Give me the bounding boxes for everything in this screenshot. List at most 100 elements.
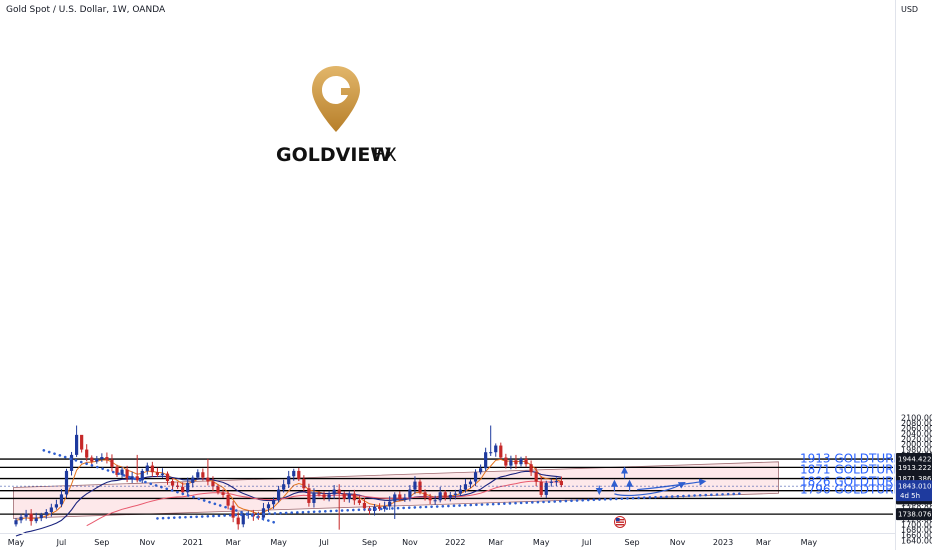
time-tick-3: Nov — [139, 538, 155, 547]
last-price-text: 1843.010 — [898, 483, 931, 491]
candle-body-100 — [519, 458, 523, 465]
candle-body-22 — [125, 469, 129, 479]
candle-body-81 — [423, 492, 427, 498]
candle-body-102 — [529, 464, 533, 473]
candle-body-45 — [241, 514, 245, 525]
candle-body-107 — [554, 481, 558, 483]
price-tick-17: 1980.000 — [901, 446, 932, 455]
candle-body-57 — [302, 478, 306, 489]
candle-body-34 — [186, 482, 190, 493]
candle-body-4 — [34, 518, 38, 522]
candle-body-98 — [509, 460, 513, 466]
candle-body-55 — [292, 470, 296, 477]
candle-body-73 — [383, 506, 387, 509]
candle-body-77 — [403, 497, 407, 499]
brand-suffix: FX — [373, 144, 397, 166]
candle-body-97 — [504, 457, 508, 466]
candle-body-28 — [155, 472, 159, 475]
candle-body-10 — [64, 470, 69, 495]
candle-body-59 — [312, 493, 316, 503]
location-pin-icon — [312, 66, 360, 132]
goldturn-label-3: 1826 GOLDTURN — [800, 475, 902, 489]
candle-body-54 — [287, 476, 291, 485]
candle-body-43 — [231, 505, 235, 518]
time-tick-10: 2022 — [445, 538, 465, 547]
candle-body-62 — [327, 494, 331, 498]
candle-body-86 — [448, 494, 452, 498]
candle-body-14 — [85, 449, 89, 458]
candle-body-17 — [100, 457, 104, 459]
candle-body-90 — [468, 481, 473, 485]
candle-body-60 — [317, 493, 321, 495]
candle-body-24 — [135, 476, 139, 481]
goldview-logo: GOLDVIEW FX — [276, 66, 397, 166]
candle-body-6 — [44, 512, 48, 515]
candle-body-42 — [226, 494, 230, 506]
candle-body-37 — [201, 472, 205, 478]
price-tick-3: 1700.000 — [901, 520, 932, 529]
candle-body-75 — [393, 494, 397, 502]
time-tick-13: Jul — [581, 538, 592, 547]
time-tick-1: Jul — [56, 538, 67, 547]
candle-body-26 — [145, 465, 149, 471]
us-flag-event-icon[interactable] — [614, 516, 626, 528]
candle-body-80 — [418, 481, 422, 493]
candle-body-23 — [130, 476, 134, 479]
candle-body-39 — [211, 481, 215, 487]
candle-body-27 — [150, 465, 154, 473]
candle-body-33 — [181, 486, 185, 493]
candle-body-16 — [95, 458, 99, 462]
candle-body-9 — [59, 494, 64, 505]
candle-body-0 — [14, 520, 18, 525]
candle-body-30 — [165, 473, 170, 482]
candle-body-7 — [49, 507, 53, 513]
price-tick-19: 2020.000 — [901, 435, 932, 444]
level-badge-text-0: 1944.422 — [898, 456, 931, 464]
candle-body-108 — [559, 481, 563, 486]
candle-body-103 — [534, 472, 538, 482]
candle-body-78 — [408, 489, 412, 498]
candle-body-83 — [433, 500, 437, 502]
time-tick-17: Mar — [756, 538, 772, 547]
projection-curve-5 — [614, 482, 686, 496]
candle-body-96 — [499, 445, 503, 458]
candle-body-72 — [378, 506, 382, 509]
price-tick-23: 2100.000 — [901, 414, 932, 423]
price-tick-2: 1680.000 — [901, 526, 932, 535]
projection-arrows — [595, 466, 707, 496]
time-tick-14: Sep — [625, 538, 640, 547]
level-badge-text-1: 1913.222 — [898, 464, 931, 472]
candle-body-88 — [458, 489, 462, 494]
candle-body-79 — [413, 481, 417, 490]
price-level-badges: 1944.4221913.2221871.3861826.0041796.931… — [0, 453, 932, 521]
candle-body-41 — [221, 492, 225, 495]
candle-body-20 — [115, 466, 119, 475]
candle-body-35 — [191, 477, 195, 483]
candle-body-50 — [266, 504, 271, 509]
candle-body-52 — [277, 489, 281, 501]
candle-body-51 — [271, 500, 276, 505]
candle-body-13 — [80, 434, 84, 450]
candle-body-19 — [110, 459, 114, 467]
level-badge-text-2: 1871.386 — [898, 475, 932, 483]
projection-curve-4 — [637, 478, 707, 491]
candle-body-84 — [438, 492, 442, 501]
candle-body-31 — [170, 481, 175, 486]
time-axis[interactable]: May Jul Sep Nov 2021 Mar May Jul Sep Nov 2022 Mar Ma… — [8, 538, 818, 547]
trendlines — [42, 449, 742, 525]
time-tick-12: May — [533, 538, 550, 547]
level-badge-text-5: 1738.076 — [898, 511, 932, 519]
candle-body-82 — [428, 497, 432, 501]
candle-body-61 — [322, 494, 326, 498]
time-tick-11: Mar — [488, 538, 504, 547]
candle-body-92 — [479, 468, 483, 473]
price-tick-20: 2040.000 — [901, 430, 932, 439]
candle-body-29 — [160, 473, 165, 475]
candle-body-36 — [196, 472, 200, 478]
price-tick-1: 1660.000 — [901, 531, 932, 540]
candle-body-21 — [120, 469, 124, 475]
price-tick-0: 1640.000 — [901, 536, 932, 545]
candle-body-11 — [69, 454, 74, 471]
